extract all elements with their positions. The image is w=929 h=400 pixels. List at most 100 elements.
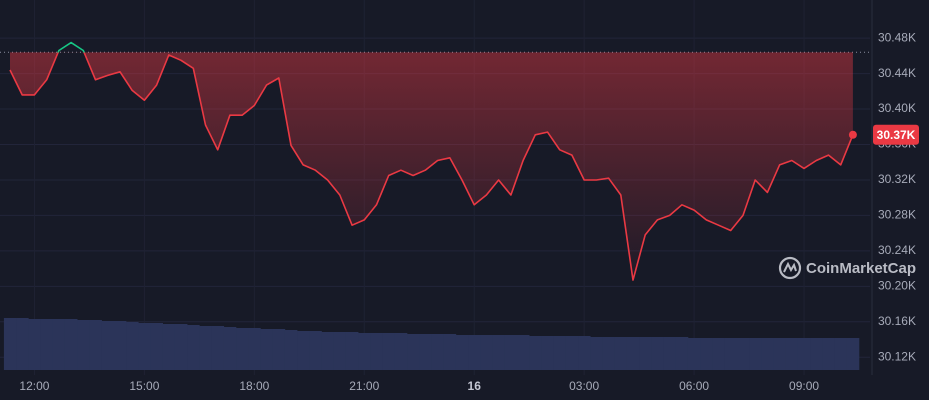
x-tick-label: 09:00	[789, 379, 819, 393]
volume-bar	[810, 338, 823, 370]
volume-bar	[223, 327, 237, 370]
y-tick-label: 30.16K	[878, 314, 916, 328]
last-point	[848, 130, 857, 139]
volume-bar	[138, 323, 151, 370]
x-tick-label: 15:00	[129, 379, 159, 393]
volume-bar	[626, 337, 640, 370]
volume-bar	[150, 323, 164, 370]
volume-bar	[614, 337, 628, 370]
x-tick-label: 12:00	[19, 379, 49, 393]
volume-bar	[77, 320, 90, 370]
volume-bar	[358, 333, 371, 370]
y-tick-label: 30.32K	[878, 172, 916, 186]
volume-bar	[578, 336, 591, 370]
y-tick-label: 30.40K	[878, 101, 916, 115]
volume-bar	[822, 338, 835, 370]
volume-bar	[321, 332, 335, 370]
volume-bar	[370, 333, 383, 370]
volume-bar	[3, 318, 17, 370]
x-tick-label: 03:00	[569, 379, 599, 393]
volume-bar	[541, 336, 554, 370]
price-tag	[873, 124, 919, 145]
volume-bar	[284, 330, 298, 370]
volume-bar	[639, 337, 652, 370]
watermark: CoinMarketCap	[778, 256, 916, 280]
volume-bar	[602, 337, 615, 370]
volume-bar	[309, 331, 322, 370]
volume-bar	[785, 338, 799, 370]
volume-bar	[345, 332, 359, 370]
volume-bar	[749, 338, 762, 370]
y-tick-label: 30.48K	[878, 30, 916, 44]
volume-bar	[846, 338, 860, 370]
area	[10, 52, 853, 281]
volume-bar	[724, 338, 738, 370]
volume-bar	[736, 338, 750, 370]
volume-bar	[516, 335, 530, 370]
volume-bar	[773, 338, 787, 370]
volume-bar	[480, 335, 493, 370]
y-tick-label: 30.28K	[878, 208, 916, 222]
volume-bar	[272, 329, 286, 370]
volume-bar	[443, 334, 457, 370]
y-tick-label: 30.12K	[878, 349, 916, 363]
volume-bar	[553, 336, 567, 370]
volume-bar	[565, 336, 579, 370]
volume-bar	[89, 320, 102, 370]
volume-bar	[394, 333, 408, 370]
volume-bar	[40, 319, 54, 370]
volume-bar	[297, 331, 310, 370]
volume	[3, 318, 860, 370]
volume-bar	[16, 318, 29, 370]
volume-bar	[126, 322, 139, 370]
volume-bar	[28, 319, 41, 370]
volume-bar	[431, 334, 444, 370]
volume-bar	[382, 333, 396, 370]
volume-bar	[64, 319, 78, 370]
x-tick-label: 06:00	[679, 379, 709, 393]
volume-bar	[797, 338, 811, 370]
volume-bar	[260, 329, 273, 370]
volume-bar	[834, 338, 848, 370]
volume-bar	[333, 332, 347, 370]
volume-bar	[687, 338, 701, 370]
volume-bar	[248, 328, 261, 370]
volume-bar	[468, 335, 481, 370]
volume-bar	[419, 334, 432, 370]
volume-bar	[700, 338, 713, 370]
volume-bar	[162, 324, 176, 370]
volume-bar	[52, 319, 66, 370]
x-tick-label: 18:00	[239, 379, 269, 393]
volume-bar	[651, 337, 664, 370]
axes: 30.12K 30.16K 30.20K 30.24K 30.28K 30.32K 30.3…	[19, 30, 919, 393]
watermark-logo	[778, 256, 802, 280]
volume-bar	[663, 337, 677, 370]
y-tick-label: 30.24K	[878, 243, 916, 257]
volume-bar	[199, 326, 212, 370]
volume-bar	[590, 337, 603, 370]
volume-bar	[712, 338, 725, 370]
volume-bar	[174, 324, 188, 370]
price-line	[9, 41, 854, 281]
watermark-text: CoinMarketCap	[806, 260, 916, 277]
y-tick-label: 30.44K	[878, 66, 916, 80]
volume-bar	[113, 321, 127, 370]
x-tick-label: 21:00	[349, 379, 379, 393]
volume-bar	[101, 321, 115, 370]
plot	[0, 41, 870, 281]
volume-bar	[407, 334, 420, 370]
volume-bar	[187, 325, 200, 370]
volume-bar	[492, 335, 506, 370]
volume-bar	[529, 336, 542, 370]
volume-bar	[455, 335, 469, 370]
volume-bar	[675, 337, 689, 370]
x-tick-label: 16	[468, 379, 482, 393]
volume-bar	[236, 328, 249, 370]
volume-bar	[761, 338, 774, 370]
y-tick-label: 30.20K	[878, 279, 916, 293]
price-tag-label: 30.37K	[877, 128, 916, 142]
watermark-logo-mark	[783, 261, 797, 273]
volume-bar	[504, 335, 518, 370]
